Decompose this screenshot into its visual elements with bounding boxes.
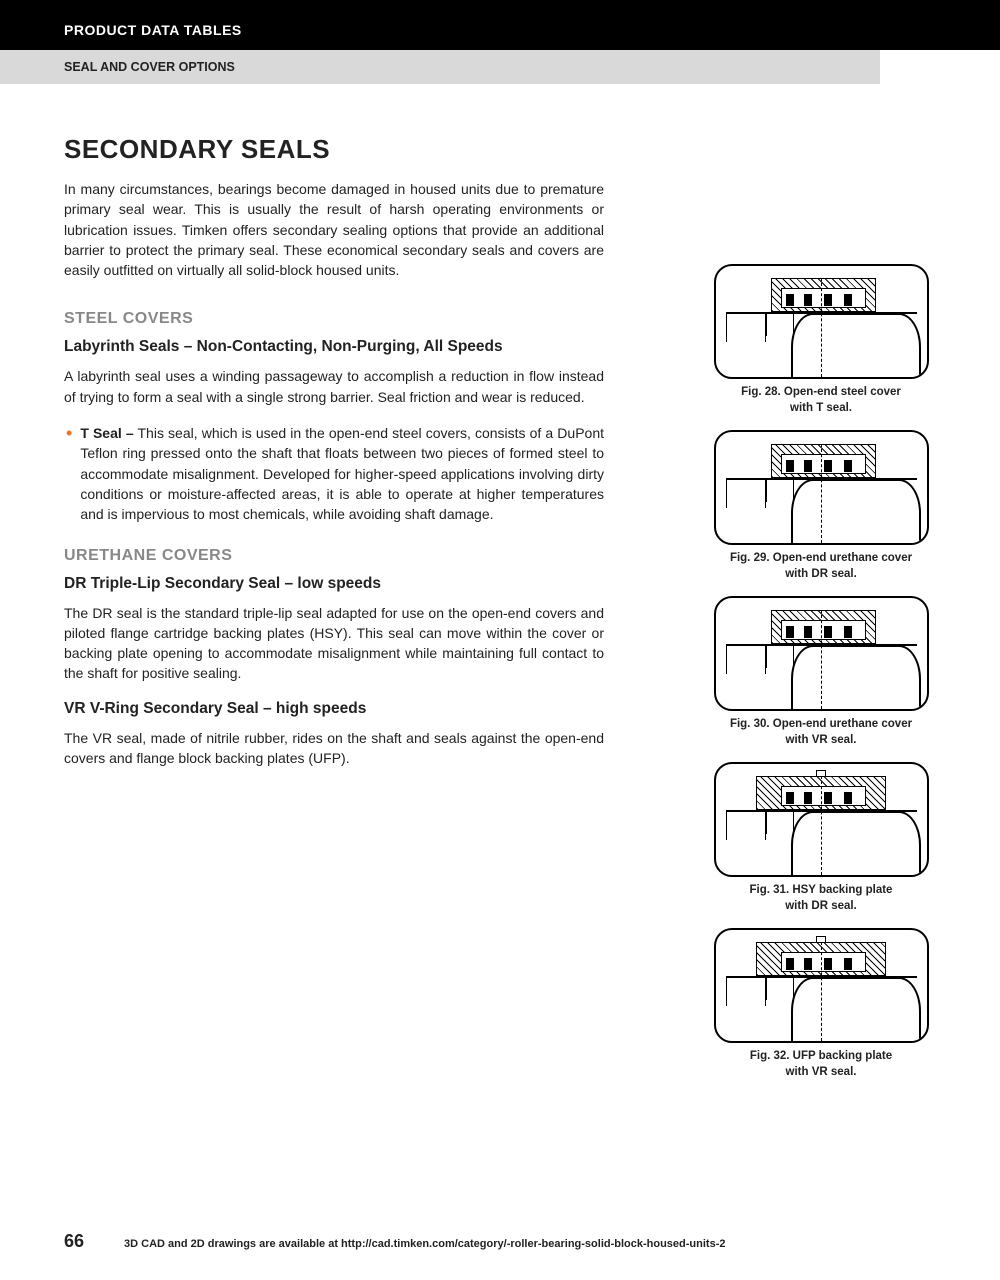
header-line1: PRODUCT DATA TABLES [64,22,242,38]
bullet-dot-icon: • [66,423,72,524]
figure-29-diagram [714,430,929,545]
subsection-vr-title: VR V-Ring Secondary Seal – high speeds [64,700,604,718]
section-heading-urethane: URETHANE COVERS [64,547,604,565]
labyrinth-text: A labyrinth seal uses a winding passagew… [64,366,604,407]
header-line2: SEAL AND COVER OPTIONS [64,60,235,74]
left-column: SECONDARY SEALS In many circumstances, b… [64,134,604,1094]
figure-32: Fig. 32. UFP backing platewith VR seal. [714,928,929,1080]
section-heading-steel: STEEL COVERS [64,310,604,328]
footer-row: 66 3D CAD and 2D drawings are available … [64,1231,936,1252]
bullet-text: T Seal – This seal, which is used in the… [80,423,604,524]
vr-text: The VR seal, made of nitrile rubber, rid… [64,728,604,769]
figure-28: Fig. 28. Open-end steel coverwith T seal… [714,264,929,416]
page-number: 66 [64,1231,84,1252]
subsection-labyrinth-title: Labyrinth Seals – Non-Contacting, Non-Pu… [64,338,604,356]
intro-paragraph: In many circumstances, bearings become d… [64,179,604,280]
bullet-tseal: • T Seal – This seal, which is used in t… [64,423,604,524]
figure-30: Fig. 30. Open-end urethane coverwith VR … [714,596,929,748]
header-black-bar: PRODUCT DATA TABLES [0,0,1000,50]
figure-30-diagram [714,596,929,711]
figure-32-caption: Fig. 32. UFP backing platewith VR seal. [750,1049,892,1080]
subsection-dr-title: DR Triple-Lip Secondary Seal – low speed… [64,575,604,593]
figure-28-caption: Fig. 28. Open-end steel coverwith T seal… [741,385,901,416]
figure-31-caption: Fig. 31. HSY backing platewith DR seal. [750,883,893,914]
header-gray-bar: SEAL AND COVER OPTIONS [0,50,880,84]
dr-text: The DR seal is the standard triple-lip s… [64,603,604,684]
footer-text: 3D CAD and 2D drawings are available at … [124,1238,725,1250]
figure-29-caption: Fig. 29. Open-end urethane coverwith DR … [730,551,912,582]
figures-column: Fig. 28. Open-end steel coverwith T seal… [706,264,936,1094]
figure-31: Fig. 31. HSY backing platewith DR seal. [714,762,929,914]
figure-28-diagram [714,264,929,379]
figure-31-diagram [714,762,929,877]
page-title: SECONDARY SEALS [64,134,604,165]
figure-29: Fig. 29. Open-end urethane coverwith DR … [714,430,929,582]
content-area: SECONDARY SEALS In many circumstances, b… [0,84,1000,1094]
figure-32-diagram [714,928,929,1043]
figure-30-caption: Fig. 30. Open-end urethane coverwith VR … [730,717,912,748]
